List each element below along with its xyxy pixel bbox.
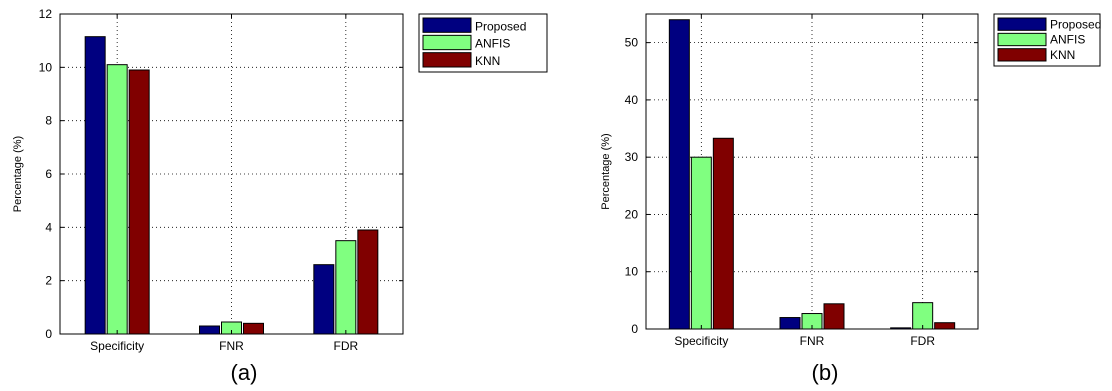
x-tick-label: FDR — [333, 339, 358, 353]
legend-label-anfis: ANFIS — [475, 37, 510, 51]
bar-knn-fdr — [934, 322, 956, 330]
y-tick-label: 10 — [625, 265, 639, 279]
bar-anfis-fdr — [335, 240, 357, 335]
chart-b: 0 10 20 30 40 50 Specificity FNR FDR Percentage (… — [600, 13, 1101, 385]
legend-swatch-anfis — [422, 34, 472, 51]
legend-swatch-knn — [422, 52, 472, 68]
y-tick-label: 50 — [625, 36, 639, 50]
bar-proposed-fdr — [313, 264, 335, 335]
x-tick-label: FNR — [800, 334, 825, 348]
bar-knn-fdr — [357, 229, 379, 335]
legend-label-proposed: Proposed — [1050, 17, 1101, 31]
bar-anfis-specificity — [106, 64, 128, 335]
legend-label-knn: KNN — [475, 54, 500, 68]
bar-knn-fnr — [823, 303, 845, 330]
y-axis-label: Percentage (%) — [12, 136, 24, 212]
y-tick-label: 12 — [39, 7, 53, 21]
legend-swatch-knn — [997, 48, 1047, 62]
y-tick-label: 6 — [45, 167, 52, 181]
bar-knn-fnr — [243, 322, 264, 335]
y-tick-label: 0 — [631, 322, 638, 336]
bar-knn-specificity — [712, 137, 734, 330]
y-tick-label: 8 — [45, 114, 52, 128]
bar-knn-specificity — [128, 69, 150, 335]
x-tick-label: Specificity — [90, 339, 144, 353]
chart-a: 0 2 4 6 8 10 12 Specificity FNR FDR Percentage (%)… — [12, 7, 548, 385]
chart-caption: (a) — [231, 360, 258, 385]
y-axis-label: Percentage (%) — [600, 133, 612, 209]
y-tick-label: 4 — [45, 220, 52, 234]
y-tick-label: 20 — [625, 207, 639, 221]
legend: Proposed ANFIS KNN — [418, 13, 548, 73]
bar-proposed-specificity — [84, 36, 106, 335]
legend-swatch-anfis — [997, 32, 1047, 47]
legend-label-proposed: Proposed — [475, 19, 526, 33]
legend-swatch-proposed — [997, 17, 1047, 31]
bar-anfis-specificity — [690, 156, 712, 330]
y-tick-label: 30 — [625, 150, 639, 164]
x-tick-label: FNR — [219, 339, 244, 353]
y-tick-label: 40 — [625, 93, 639, 107]
y-tick-label: 2 — [45, 274, 52, 288]
bar-proposed-fnr — [199, 325, 220, 335]
legend-label-knn: KNN — [1050, 48, 1075, 62]
bar-proposed-specificity — [668, 19, 690, 330]
chart-caption: (b) — [812, 360, 839, 385]
y-tick-label: 0 — [45, 327, 52, 341]
bar-proposed-fnr — [779, 317, 801, 330]
x-tick-label: Specificity — [674, 334, 728, 348]
legend-swatch-proposed — [422, 17, 472, 33]
legend-label-anfis: ANFIS — [1050, 33, 1085, 47]
x-tick-label: FDR — [910, 334, 935, 348]
y-tick-label: 10 — [39, 60, 53, 74]
